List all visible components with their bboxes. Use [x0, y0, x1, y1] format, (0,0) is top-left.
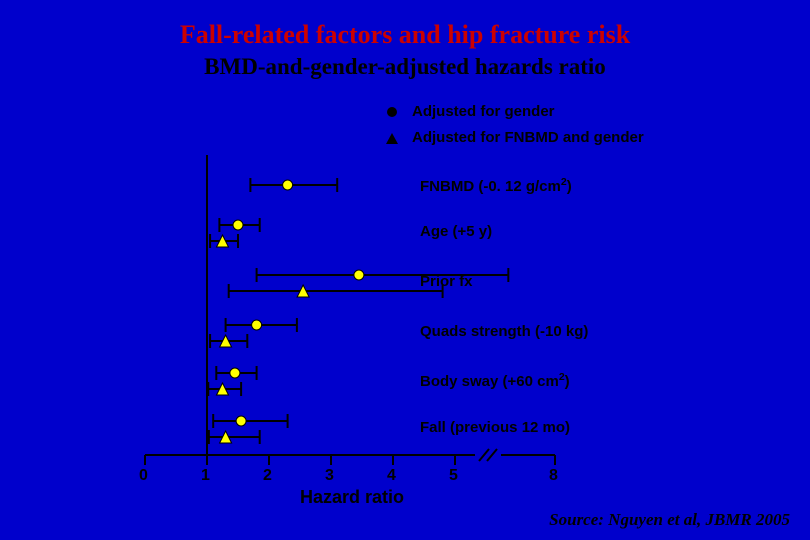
row-label-3: Quads strength (-10 kg) [420, 323, 588, 340]
x-tick-2: 2 [263, 467, 272, 485]
row-label-5: Fall (previous 12 mo) [420, 419, 570, 436]
x-tick-5: 5 [449, 467, 458, 485]
row-label-0: FNBMD (-0. 12 g/cm2) [420, 176, 572, 195]
legend-marker-triangle [386, 133, 398, 144]
x-tick-0: 0 [139, 467, 148, 485]
x-tick-4: 4 [387, 467, 396, 485]
x-tick-3: 3 [325, 467, 334, 485]
legend-label-fnbmd-gender: Adjusted for FNBMD and gender [412, 129, 644, 146]
slide: Fall-related factors and hip fracture ri… [0, 0, 810, 540]
x-tick-1: 1 [201, 467, 210, 485]
row-label-1: Age (+5 y) [420, 223, 492, 240]
x-axis-label: Hazard ratio [300, 487, 404, 508]
row-label-4: Body sway (+60 cm2) [420, 371, 570, 390]
x-tick-8: 8 [549, 467, 558, 485]
legend-marker-circle [387, 107, 397, 117]
source-citation: Source: Nguyen et al, JBMR 2005 [549, 510, 790, 530]
forest-plot [0, 0, 810, 540]
row-label-2: Prior fx [420, 273, 473, 290]
legend-label-gender: Adjusted for gender [412, 103, 555, 120]
